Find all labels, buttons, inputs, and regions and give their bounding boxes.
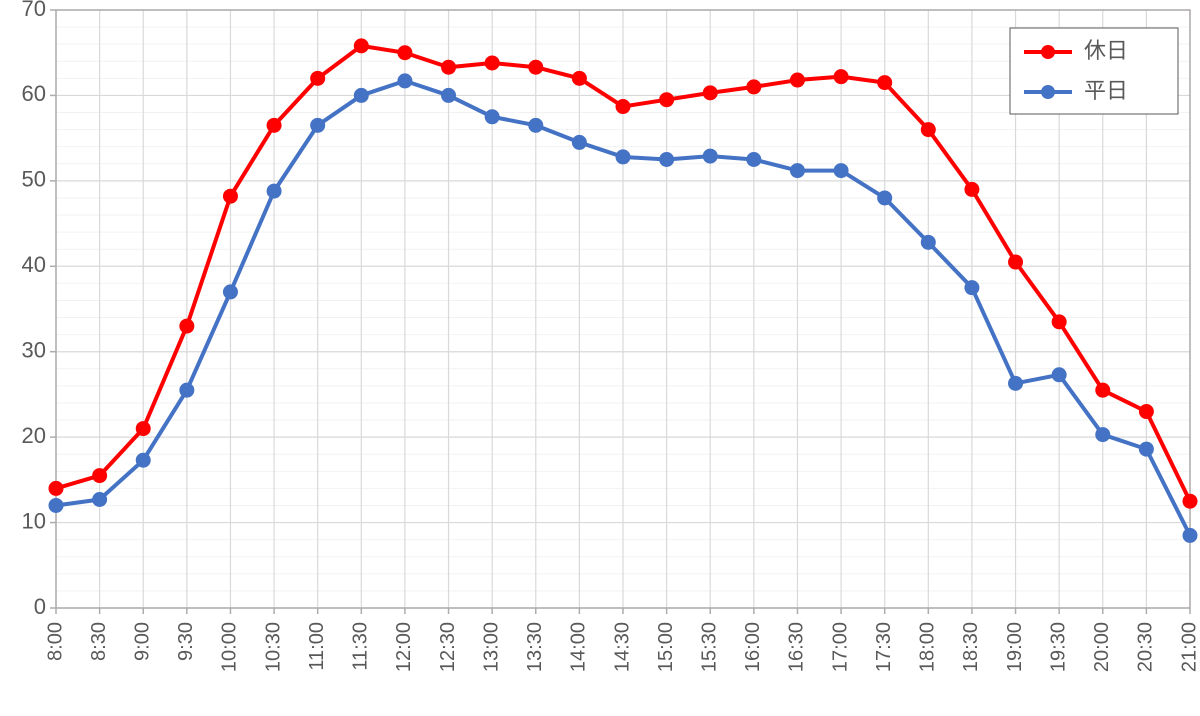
series-marker-1 xyxy=(93,493,107,507)
series-marker-0 xyxy=(180,319,194,333)
xtick-label: 16:30 xyxy=(786,622,808,672)
series-marker-0 xyxy=(660,93,674,107)
series-marker-1 xyxy=(223,285,237,299)
series-marker-0 xyxy=(572,71,586,85)
xtick-label: 18:00 xyxy=(917,622,939,672)
xtick-label: 12:30 xyxy=(437,622,459,672)
series-marker-1 xyxy=(267,184,281,198)
series-marker-1 xyxy=(311,118,325,132)
xtick-label: 18:30 xyxy=(960,622,982,672)
series-marker-0 xyxy=(921,123,935,137)
series-marker-0 xyxy=(790,73,804,87)
series-marker-0 xyxy=(747,80,761,94)
series-marker-1 xyxy=(660,153,674,167)
xtick-label: 11:00 xyxy=(306,622,328,671)
series-marker-1 xyxy=(1052,368,1066,382)
series-marker-0 xyxy=(267,118,281,132)
series-marker-0 xyxy=(485,56,499,70)
series-marker-0 xyxy=(616,100,630,114)
xtick-label: 12:00 xyxy=(393,622,415,672)
series-marker-1 xyxy=(1096,428,1110,442)
series-marker-1 xyxy=(136,453,150,467)
xtick-label: 11:30 xyxy=(350,622,372,671)
series-marker-0 xyxy=(354,39,368,53)
xtick-label: 16:00 xyxy=(742,622,764,672)
series-marker-1 xyxy=(398,74,412,88)
line-chart: 0 10 20 30 40 50 60 70 8:00 8:30 9:00 9:30 10:00 10:3… xyxy=(0,0,1200,716)
xtick-label: 10:30 xyxy=(262,622,284,672)
ytick-label: 50 xyxy=(22,167,46,192)
series-marker-1 xyxy=(180,383,194,397)
series-marker-1 xyxy=(790,164,804,178)
xtick-label: 9:30 xyxy=(175,622,197,661)
series-marker-1 xyxy=(442,88,456,102)
series-marker-0 xyxy=(442,60,456,74)
legend-label: 休日 xyxy=(1084,38,1128,63)
series-marker-0 xyxy=(703,86,717,100)
ytick-label: 60 xyxy=(22,81,46,106)
series-marker-0 xyxy=(223,189,237,203)
xtick-label: 17:00 xyxy=(829,622,851,672)
series-marker-0 xyxy=(1009,255,1023,269)
series-marker-0 xyxy=(965,182,979,196)
series-marker-0 xyxy=(529,60,543,74)
ytick-label: 40 xyxy=(22,252,46,277)
xtick-label: 9:00 xyxy=(132,622,154,661)
series-marker-1 xyxy=(1183,528,1197,542)
xtick-label: 20:00 xyxy=(1091,622,1113,672)
series-marker-0 xyxy=(834,70,848,84)
ytick-label: 10 xyxy=(22,508,46,533)
xtick-label: 15:00 xyxy=(655,622,677,672)
xtick-label: 13:00 xyxy=(480,622,502,672)
series-marker-1 xyxy=(529,118,543,132)
xtick-label: 19:00 xyxy=(1004,622,1026,672)
series-marker-1 xyxy=(921,235,935,249)
xtick-label: 8:00 xyxy=(44,622,66,661)
series-marker-1 xyxy=(747,153,761,167)
xtick-label: 21:00 xyxy=(1178,622,1200,672)
series-marker-1 xyxy=(1139,442,1153,456)
series-marker-0 xyxy=(1139,405,1153,419)
series-marker-1 xyxy=(703,149,717,163)
series-marker-0 xyxy=(311,71,325,85)
series-marker-0 xyxy=(1183,494,1197,508)
series-marker-1 xyxy=(485,110,499,124)
ytick-label: 0 xyxy=(34,594,46,619)
series-marker-0 xyxy=(93,469,107,483)
ytick-label: 20 xyxy=(22,423,46,448)
ytick-label: 30 xyxy=(22,338,46,363)
xtick-label: 13:30 xyxy=(524,622,546,672)
xtick-label: 14:30 xyxy=(611,622,633,672)
legend-label: 平日 xyxy=(1084,78,1128,103)
xtick-label: 20:30 xyxy=(1135,622,1157,672)
series-marker-0 xyxy=(136,422,150,436)
series-marker-0 xyxy=(1052,315,1066,329)
xtick-label: 8:30 xyxy=(88,622,110,661)
series-marker-1 xyxy=(878,191,892,205)
series-marker-1 xyxy=(49,498,63,512)
ytick-label: 70 xyxy=(22,0,46,21)
xtick-label: 10:00 xyxy=(219,622,241,672)
xtick-label: 15:30 xyxy=(699,622,721,672)
xtick-label: 17:30 xyxy=(873,622,895,672)
series-marker-0 xyxy=(878,76,892,90)
series-marker-1 xyxy=(1009,376,1023,390)
series-marker-1 xyxy=(354,88,368,102)
chart-container: 0 10 20 30 40 50 60 70 8:00 8:30 9:00 9:30 10:00 10:3… xyxy=(0,0,1200,716)
series-marker-1 xyxy=(834,164,848,178)
xtick-label: 19:30 xyxy=(1047,622,1069,672)
series-marker-1 xyxy=(572,135,586,149)
legend: 休日平日 xyxy=(1010,28,1178,114)
series-marker-1 xyxy=(965,281,979,295)
series-marker-0 xyxy=(49,481,63,495)
series-marker-0 xyxy=(398,46,412,60)
series-marker-0 xyxy=(1096,383,1110,397)
xtick-label: 14:00 xyxy=(568,622,590,672)
series-marker-1 xyxy=(616,150,630,164)
